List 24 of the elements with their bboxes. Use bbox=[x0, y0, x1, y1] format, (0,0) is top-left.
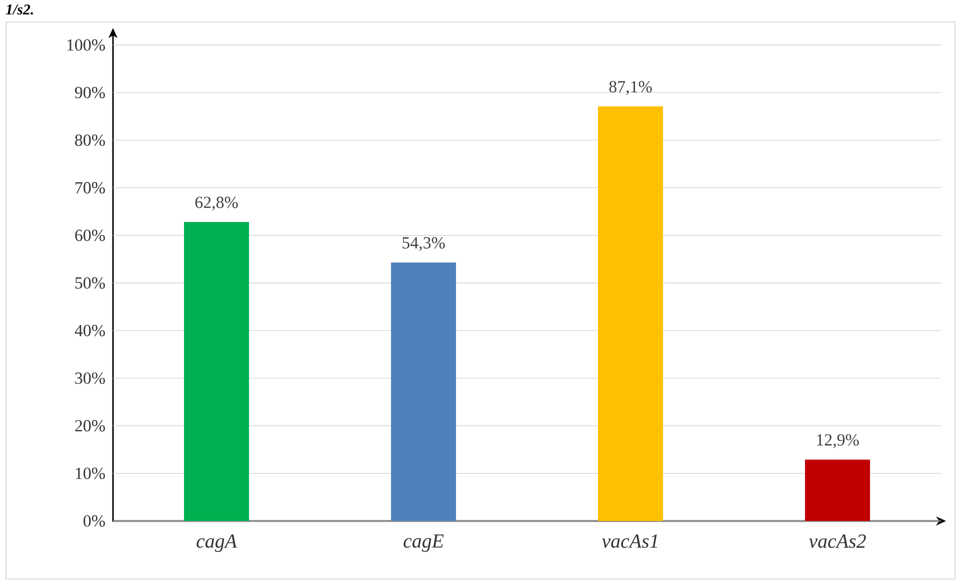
y-tick-label: 100% bbox=[67, 39, 105, 51]
data-label: 62,8% bbox=[195, 196, 238, 211]
x-tick-label: vacAs2 bbox=[809, 534, 866, 548]
y-tick-label: 70% bbox=[76, 182, 105, 194]
data-label: 54,3% bbox=[402, 237, 445, 251]
data-label: 87,1% bbox=[609, 81, 652, 95]
y-tick-label: 60% bbox=[75, 230, 105, 242]
y-tick-label: 80% bbox=[75, 134, 105, 146]
y-tick-label: 30% bbox=[75, 372, 105, 384]
x-tick-label: cagA bbox=[196, 534, 238, 552]
bar bbox=[391, 262, 456, 521]
text: 1/s2. bbox=[6, 4, 33, 15]
y-tick-label: 50% bbox=[75, 277, 105, 289]
bar bbox=[805, 460, 870, 521]
y-tick-label: 40% bbox=[74, 324, 105, 336]
x-tick-label: vacAs1 bbox=[602, 534, 658, 548]
y-tick-label: 10% bbox=[76, 468, 105, 480]
bar bbox=[598, 106, 664, 521]
y-tick-label: 0% bbox=[84, 515, 105, 527]
y-tick-label: 20% bbox=[75, 420, 105, 432]
y-tick-label: 90% bbox=[74, 86, 105, 98]
x-tick-label: cagE bbox=[404, 534, 444, 552]
bar bbox=[184, 222, 250, 521]
data-label: 12,9% bbox=[817, 434, 859, 448]
